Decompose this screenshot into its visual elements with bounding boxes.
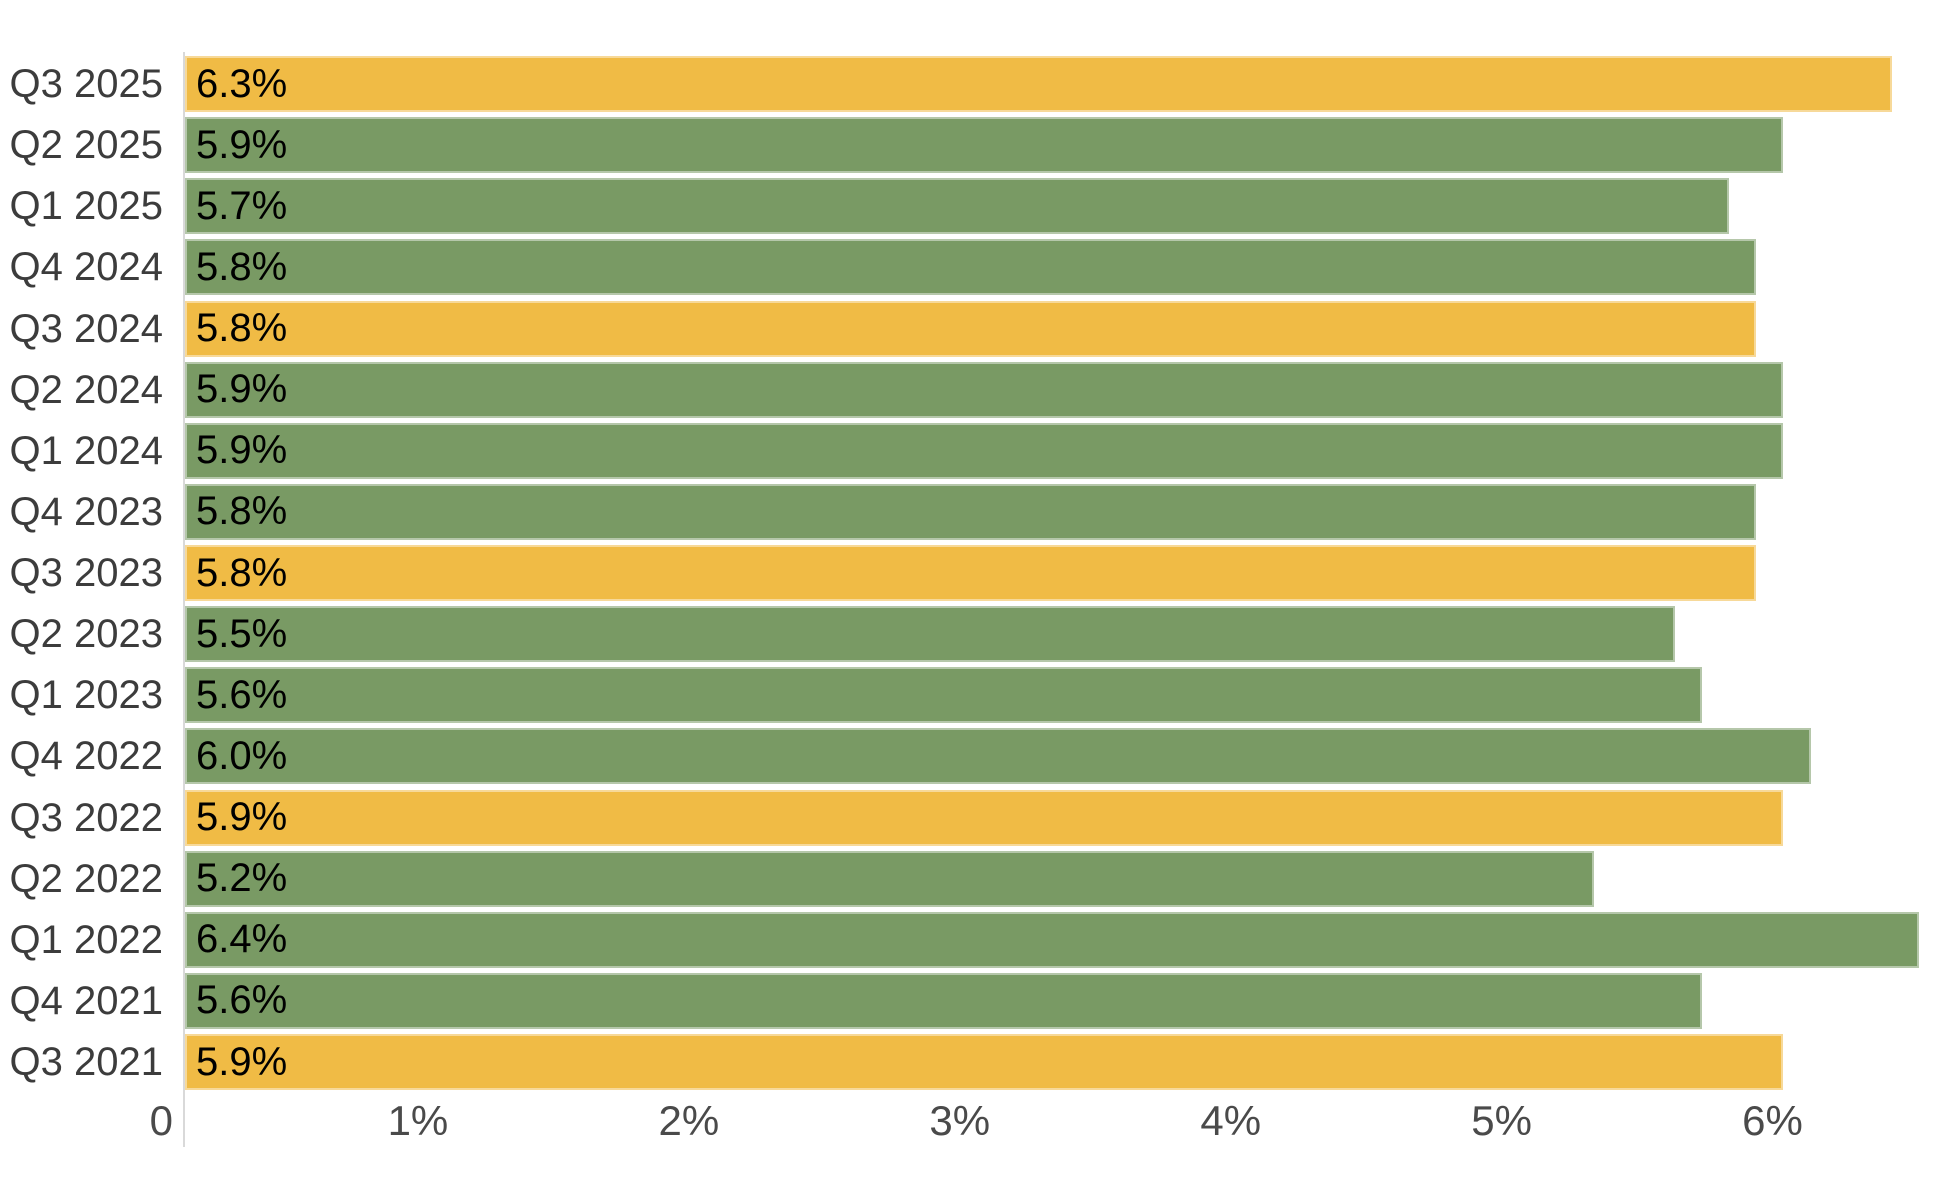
- bar: 5.9%: [185, 361, 1784, 418]
- category-label: Q2 2022: [9, 856, 163, 901]
- bar-value-label: 5.9%: [196, 122, 288, 167]
- bar-row: Q4 2022 6.0%: [0, 728, 1946, 785]
- category-label: Q4 2021: [9, 978, 163, 1023]
- bar-track: 5.8%: [185, 300, 1946, 357]
- bar-track: 5.6%: [185, 972, 1946, 1029]
- bar-value-label: 5.8%: [196, 244, 288, 289]
- category-label: Q4 2024: [9, 245, 163, 290]
- bar-track: 5.8%: [185, 239, 1946, 296]
- x-tick-label: 6%: [1742, 1097, 1803, 1144]
- bar-value-label: 5.6%: [196, 978, 288, 1023]
- bar-row: Q2 2025 5.9%: [0, 117, 1946, 174]
- bar-track: 5.7%: [185, 178, 1946, 235]
- bar-highlighted: 6.3%: [185, 56, 1892, 112]
- bar-highlighted: 5.9%: [185, 789, 1784, 846]
- bar-track: 6.0%: [185, 728, 1946, 785]
- category-label: Q2 2025: [9, 123, 163, 168]
- bar-row: Q1 2025 5.7%: [0, 178, 1946, 235]
- category-label: Q2 2024: [9, 367, 163, 412]
- category-label: Q3 2024: [9, 306, 163, 351]
- bar-row: Q3 2023 5.8%: [0, 545, 1946, 601]
- bar-value-label: 5.9%: [196, 428, 288, 473]
- bar-value-label: 6.0%: [196, 733, 288, 778]
- bar-highlighted: 5.9%: [185, 1034, 1784, 1090]
- bar-row: Q3 2025 6.3%: [0, 56, 1946, 112]
- bar: 5.6%: [185, 667, 1703, 724]
- bar: 5.7%: [185, 178, 1730, 235]
- bar-value-label: 5.8%: [196, 489, 288, 534]
- category-label: Q1 2025: [9, 184, 163, 229]
- bar-row: Q1 2022 6.4%: [0, 911, 1946, 968]
- bar: 5.8%: [185, 239, 1757, 296]
- bar-track: 5.2%: [185, 850, 1946, 907]
- bar-track: 5.9%: [185, 1034, 1946, 1090]
- bar-highlighted: 5.8%: [185, 300, 1757, 357]
- x-tick-label: 2%: [658, 1097, 720, 1144]
- bar-row: Q3 2022 5.9%: [0, 789, 1946, 846]
- bar-track: 5.8%: [185, 483, 1946, 540]
- category-label: Q1 2024: [9, 428, 163, 473]
- category-label: Q3 2023: [9, 551, 163, 595]
- category-label: Q1 2022: [9, 917, 163, 962]
- bar-row: Q3 2021 5.9%: [0, 1034, 1946, 1090]
- bar-track: 5.6%: [185, 667, 1946, 724]
- bar-row: Q4 2023 5.8%: [0, 483, 1946, 540]
- bar-track: 5.9%: [185, 422, 1946, 479]
- bar-value-label: 6.3%: [196, 61, 288, 106]
- bar: 5.6%: [185, 972, 1703, 1029]
- bar-value-label: 5.2%: [196, 856, 288, 901]
- bar-value-label: 5.9%: [196, 1039, 288, 1084]
- bar-value-label: 5.5%: [196, 611, 288, 656]
- y-axis-line: [183, 52, 185, 1147]
- bar-rows: Q3 2025 6.3% Q2 2025 5.9% Q1 2025 5.7% Q4 2024…: [0, 56, 1946, 1090]
- bar: 6.0%: [185, 728, 1811, 785]
- bar-row: Q1 2024 5.9%: [0, 422, 1946, 479]
- category-label: Q4 2023: [9, 489, 163, 534]
- bar: 6.4%: [185, 911, 1919, 968]
- category-label: Q4 2022: [9, 734, 163, 779]
- category-label: Q3 2021: [9, 1040, 163, 1084]
- bar: 5.9%: [185, 117, 1784, 174]
- bar-row: Q2 2024 5.9%: [0, 361, 1946, 418]
- bar: 5.2%: [185, 850, 1594, 907]
- x-tick-label: 3%: [929, 1097, 991, 1144]
- bar-row: Q4 2021 5.6%: [0, 972, 1946, 1029]
- bar-row: Q1 2023 5.6%: [0, 667, 1946, 724]
- bar-value-label: 5.9%: [196, 795, 288, 839]
- bar-value-label: 5.8%: [196, 306, 288, 350]
- bar-highlighted: 5.8%: [185, 545, 1757, 601]
- bar-track: 5.5%: [185, 606, 1946, 663]
- category-label: Q3 2025: [9, 62, 163, 106]
- category-label: Q3 2022: [9, 795, 163, 840]
- category-label: Q2 2023: [9, 612, 163, 657]
- bar: 5.8%: [185, 483, 1757, 540]
- bar-track: 5.9%: [185, 789, 1946, 846]
- x-tick-label: 4%: [1200, 1097, 1262, 1144]
- bar: 5.9%: [185, 422, 1784, 479]
- bar-track: 6.3%: [185, 56, 1946, 112]
- x-tick-label: 5%: [1471, 1097, 1532, 1144]
- bar-track: 5.9%: [185, 117, 1946, 174]
- x-tick-label: 0: [149, 1097, 173, 1144]
- bar-value-label: 5.8%: [196, 550, 288, 595]
- bar-value-label: 5.6%: [196, 672, 288, 717]
- bar-track: 6.4%: [185, 911, 1946, 968]
- bar-row: Q3 2024 5.8%: [0, 300, 1946, 357]
- x-tick-label: 1%: [387, 1097, 449, 1144]
- bar-track: 5.8%: [185, 545, 1946, 601]
- bar-value-label: 5.7%: [196, 183, 288, 228]
- bar-value-label: 5.9%: [196, 367, 288, 412]
- bar-row: Q4 2024 5.8%: [0, 239, 1946, 296]
- bar-value-label: 6.4%: [196, 917, 288, 962]
- bar: 5.5%: [185, 606, 1676, 663]
- bar-track: 5.9%: [185, 361, 1946, 418]
- x-axis-tick-labels: 0 1% 2% 3% 4% 5% 6%: [150, 1097, 1946, 1157]
- bar-row: Q2 2023 5.5%: [0, 606, 1946, 663]
- bar-row: Q2 2022 5.2%: [0, 850, 1946, 907]
- category-label: Q1 2023: [9, 673, 163, 718]
